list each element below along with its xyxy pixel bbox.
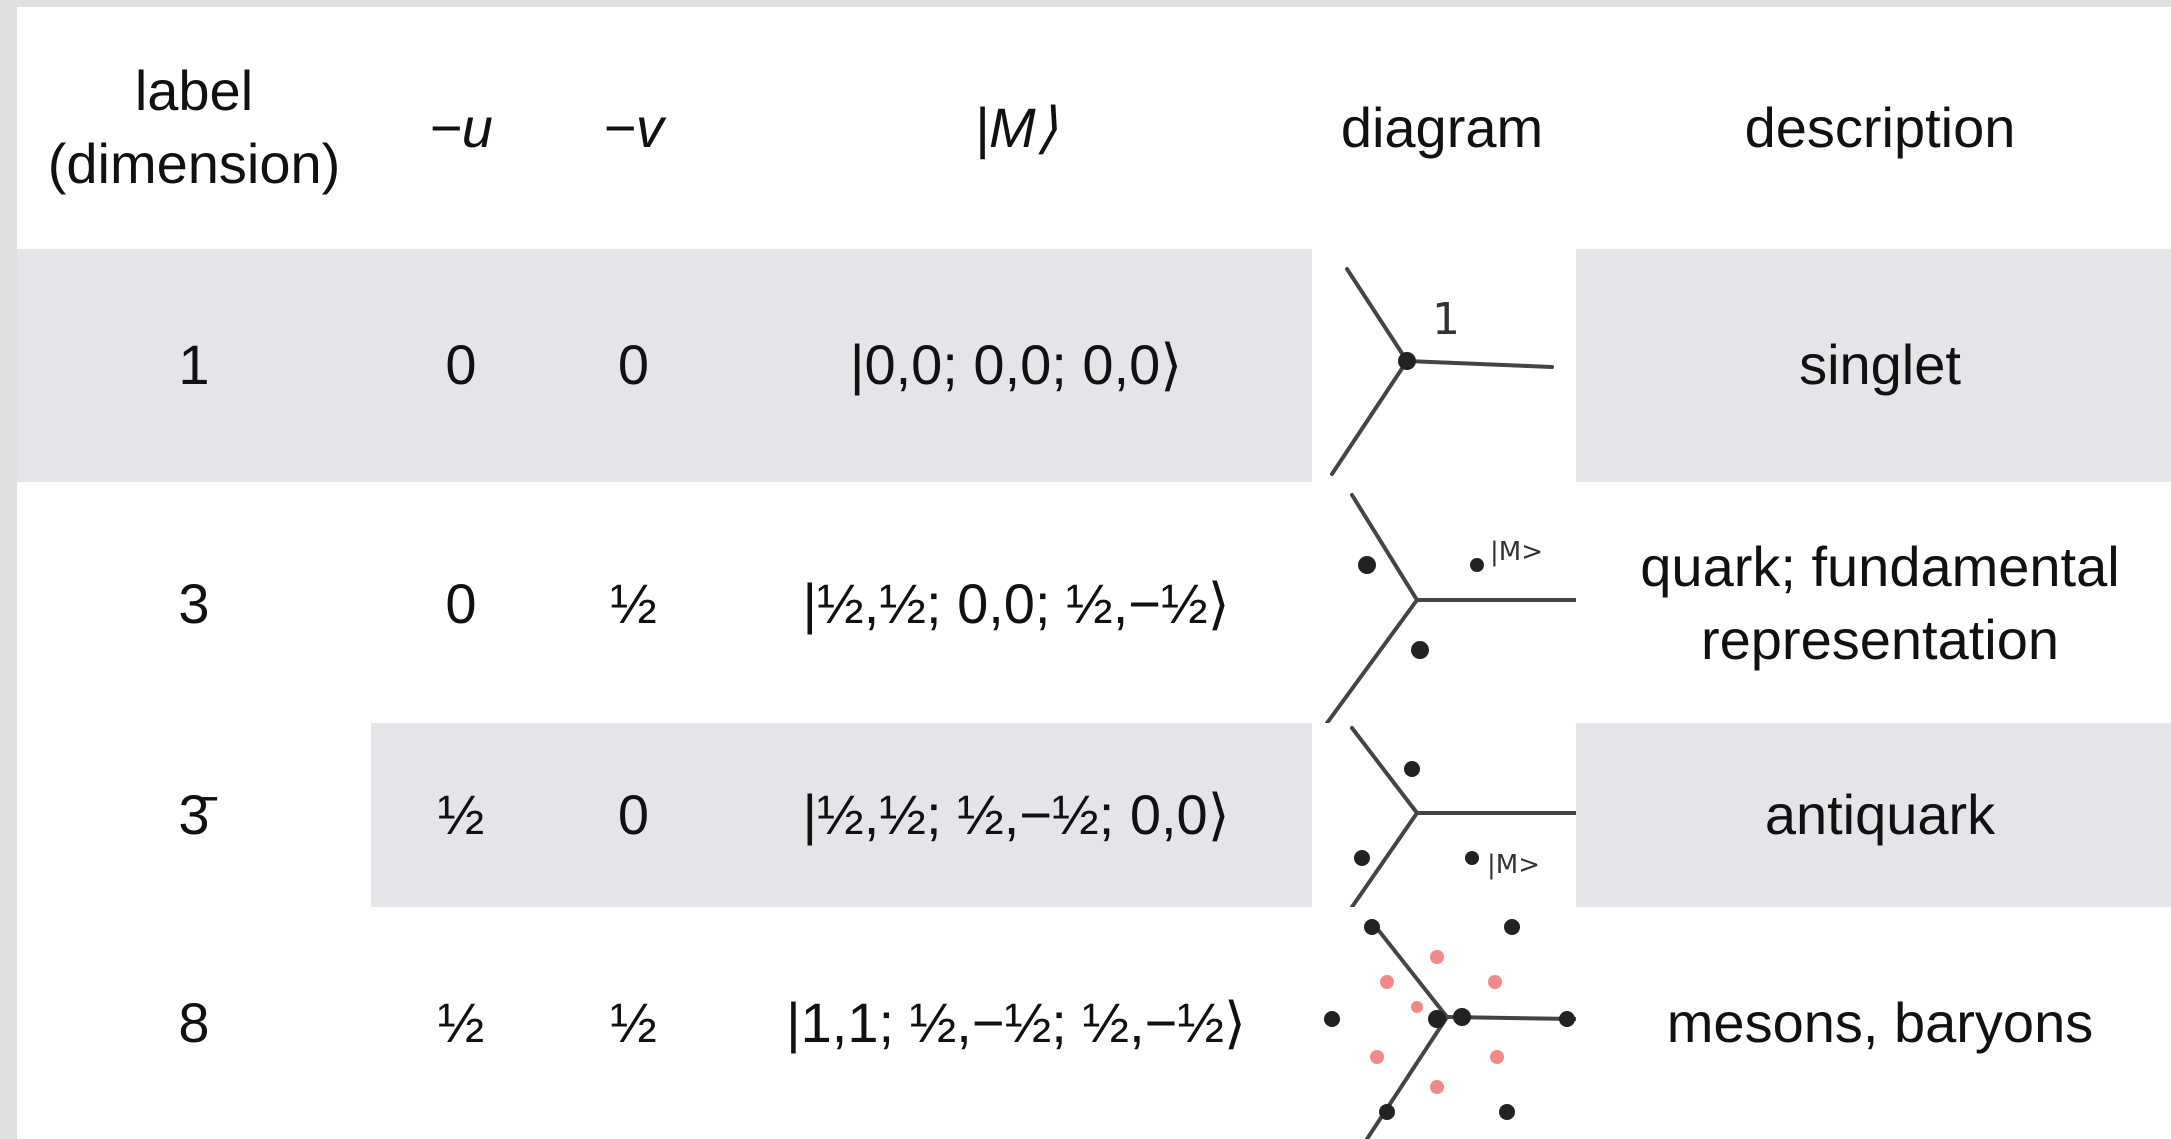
u-value: 0 [371,249,551,482]
column-header: description [1589,7,2171,249]
svg-text:|M>: |M> [1490,537,1543,567]
diagram [1312,907,1576,1139]
svg-text:|M>: |M> [1487,850,1540,880]
label: 3̄ [17,723,371,907]
description: singlet [1604,249,2156,482]
description: antiquark [1604,723,2156,907]
diagram: 1 [1312,249,1576,482]
column-header: diagram [1295,7,1589,249]
state: |½,½; ½,−½; 0,0⟩ [720,723,1312,907]
u-value: ½ [371,907,551,1139]
u-value: 0 [371,485,551,723]
label: 3 [17,485,371,723]
v-value: 0 [551,249,716,482]
description: quark; fundamental representation [1604,485,2156,723]
svg-text:1: 1 [1432,294,1460,345]
column-header: |M⟩ [720,7,1312,249]
v-value: ½ [551,485,716,723]
column-header: −v [551,7,716,249]
table: 1 |M> |M> label (dimension)−u−v|M⟩diagra… [17,7,2171,1139]
state: |0,0; 0,0; 0,0⟩ [720,249,1312,482]
column-header: −u [371,7,551,249]
u-value: ½ [371,723,551,907]
label: 1 [17,249,371,482]
column-header: label (dimension) [17,7,371,249]
v-value: 0 [551,723,716,907]
v-value: ½ [551,907,716,1139]
diagram: |M> [1312,485,1576,723]
state: |½,½; 0,0; ½,−½⟩ [720,485,1312,723]
label: 8 [17,907,371,1139]
diagram: |M> [1312,723,1576,907]
description: mesons, baryons [1604,907,2156,1139]
page: 1 |M> |M> label (dimension)−u−v|M⟩diagra… [0,0,2171,1139]
state: |1,1; ½,−½; ½,−½⟩ [720,907,1312,1139]
